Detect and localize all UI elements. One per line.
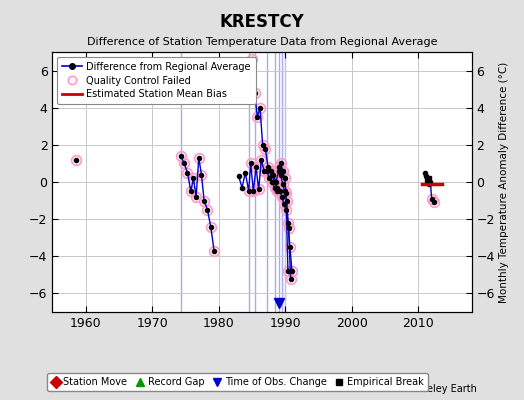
Text: Difference of Station Temperature Data from Regional Average: Difference of Station Temperature Data f… — [87, 37, 437, 47]
Legend: Station Move, Record Gap, Time of Obs. Change, Empirical Break: Station Move, Record Gap, Time of Obs. C… — [47, 373, 428, 391]
Y-axis label: Monthly Temperature Anomaly Difference (°C): Monthly Temperature Anomaly Difference (… — [499, 61, 509, 303]
Text: Berkeley Earth: Berkeley Earth — [405, 384, 477, 394]
Text: KRESTCY: KRESTCY — [220, 13, 304, 31]
Legend: Difference from Regional Average, Quality Control Failed, Estimated Station Mean: Difference from Regional Average, Qualit… — [57, 57, 256, 104]
